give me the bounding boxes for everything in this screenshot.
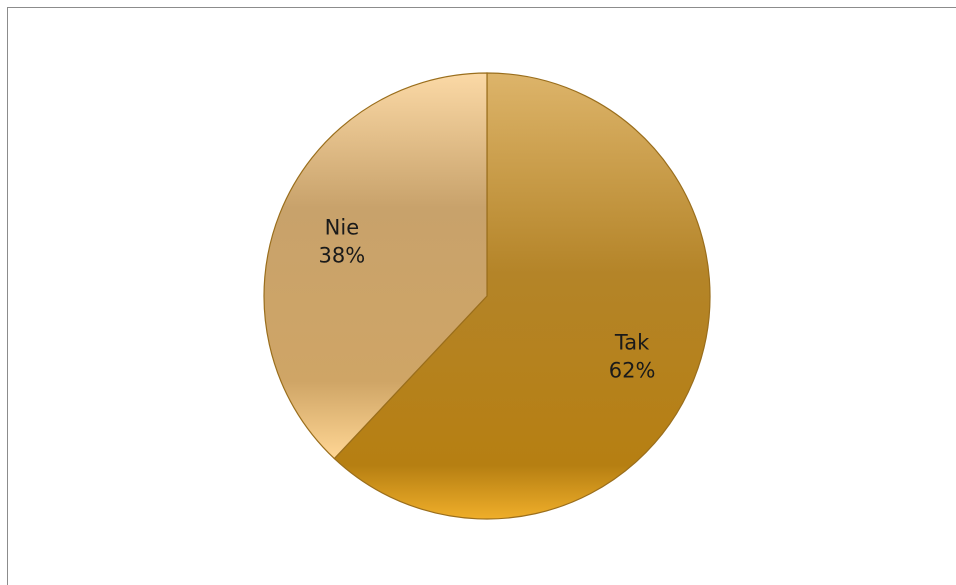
- slice-percent-label: 38%: [319, 244, 366, 268]
- pie-slice-tak: [333, 72, 711, 520]
- slice-category-label: Tak: [614, 331, 650, 355]
- pie-slice-nie: [263, 72, 488, 460]
- slice-category-label: Nie: [325, 216, 359, 240]
- slice-percent-label: 62%: [609, 359, 656, 383]
- pie-labels: Tak 62% Nie 38%: [319, 216, 656, 383]
- pie-slices: [263, 72, 711, 520]
